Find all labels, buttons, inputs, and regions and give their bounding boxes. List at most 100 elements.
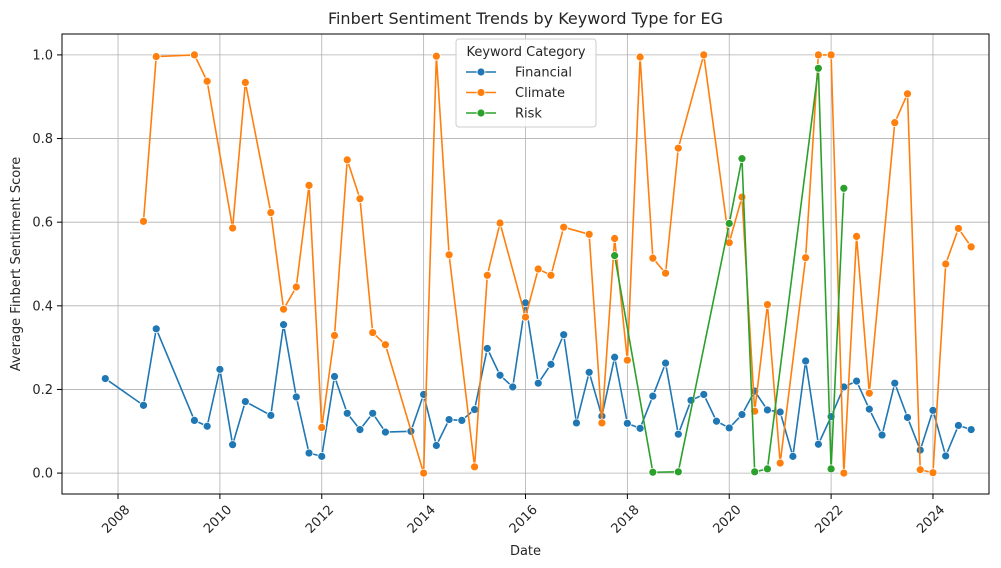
financial-point bbox=[202, 421, 212, 431]
climate-point bbox=[622, 355, 632, 365]
risk-point bbox=[724, 219, 734, 228]
climate-point bbox=[763, 300, 772, 309]
climate-point bbox=[597, 418, 607, 428]
y-axis-title: Average Finbert Sentiment Score bbox=[9, 157, 24, 371]
legend-swatch-marker bbox=[476, 108, 486, 118]
financial-point bbox=[648, 391, 658, 401]
climate-point bbox=[852, 231, 861, 241]
climate-point bbox=[240, 78, 250, 87]
climate-point bbox=[330, 331, 339, 340]
climate-point bbox=[266, 208, 276, 217]
financial-point bbox=[572, 418, 581, 428]
climate-point bbox=[661, 268, 670, 278]
legend-swatch-marker bbox=[476, 67, 486, 77]
financial-point bbox=[584, 367, 594, 377]
financial-point bbox=[495, 370, 505, 380]
financial-point bbox=[444, 415, 454, 424]
legend-entry-financial: Financial bbox=[466, 66, 572, 81]
legend-entry-risk: Risk bbox=[466, 107, 542, 122]
climate-point bbox=[470, 462, 479, 472]
financial-point bbox=[877, 430, 887, 440]
climate-point bbox=[801, 253, 811, 263]
y-tick-label: 0.6 bbox=[32, 216, 53, 231]
climate-point bbox=[954, 224, 963, 233]
climate-point bbox=[610, 234, 620, 243]
chart-title: Finbert Sentiment Trends by Keyword Type… bbox=[328, 9, 723, 28]
legend-label: Risk bbox=[515, 107, 542, 122]
financial-point bbox=[775, 407, 785, 417]
legend-title: Keyword Category bbox=[466, 45, 585, 60]
financial-point bbox=[661, 358, 670, 368]
risk-point bbox=[813, 63, 823, 73]
climate-point bbox=[482, 270, 492, 280]
financial-point bbox=[673, 429, 683, 439]
financial-point bbox=[903, 413, 912, 422]
climate-point bbox=[915, 465, 925, 475]
climate-point bbox=[928, 468, 938, 478]
climate-point bbox=[355, 194, 365, 204]
risk-point bbox=[673, 467, 683, 477]
climate-point bbox=[699, 50, 709, 60]
financial-point bbox=[355, 425, 365, 435]
series-lines bbox=[100, 50, 976, 478]
climate-point bbox=[635, 52, 645, 62]
y-tick-label: 0.8 bbox=[32, 132, 53, 147]
climate-point bbox=[151, 52, 161, 61]
financial-point bbox=[928, 405, 938, 415]
risk-point bbox=[648, 467, 658, 477]
climate-point bbox=[495, 218, 505, 228]
climate-point bbox=[381, 340, 390, 350]
climate-point bbox=[190, 50, 199, 60]
financial-point bbox=[151, 324, 161, 334]
climate-point bbox=[813, 50, 823, 60]
financial-point bbox=[610, 352, 620, 362]
financial-point bbox=[304, 448, 314, 458]
financial-point bbox=[635, 423, 645, 433]
financial-point bbox=[890, 378, 900, 388]
financial-point bbox=[966, 425, 976, 435]
financial-point bbox=[100, 374, 110, 383]
climate-point bbox=[648, 253, 658, 263]
legend-box bbox=[455, 38, 597, 128]
financial-point bbox=[763, 405, 772, 415]
financial-point bbox=[546, 359, 556, 369]
climate-point bbox=[291, 282, 301, 292]
series-financial bbox=[100, 298, 976, 461]
financial-point bbox=[228, 440, 238, 450]
y-tick-label: 0.0 bbox=[32, 467, 53, 482]
risk-point bbox=[826, 464, 836, 474]
climate-point bbox=[546, 270, 556, 280]
climate-point bbox=[304, 180, 314, 190]
risk-point bbox=[610, 251, 620, 261]
climate-point bbox=[559, 222, 569, 232]
financial-point bbox=[737, 410, 747, 419]
climate-point bbox=[941, 259, 951, 269]
financial-point bbox=[699, 390, 709, 399]
climate-point bbox=[903, 89, 912, 99]
climate-point bbox=[826, 50, 836, 60]
climate-point bbox=[864, 388, 874, 398]
series-climate bbox=[139, 50, 976, 478]
legend-label: Climate bbox=[515, 86, 565, 101]
climate-point bbox=[202, 76, 212, 86]
climate-point bbox=[228, 223, 238, 233]
risk-point bbox=[737, 154, 747, 164]
financial-point bbox=[941, 451, 951, 461]
financial-point bbox=[457, 415, 467, 425]
financial-point bbox=[559, 330, 569, 340]
y-tick-label: 0.2 bbox=[32, 383, 53, 398]
financial-point bbox=[813, 439, 823, 449]
climate-point bbox=[419, 468, 429, 478]
series-risk bbox=[610, 63, 849, 477]
financial-point bbox=[190, 415, 199, 425]
financial-point bbox=[342, 408, 352, 418]
climate-point bbox=[533, 264, 543, 274]
financial-point bbox=[266, 410, 276, 420]
climate-point bbox=[584, 229, 594, 239]
financial-point bbox=[724, 423, 734, 433]
risk-point bbox=[763, 464, 772, 474]
financial-point bbox=[215, 364, 225, 374]
risk-point bbox=[750, 467, 760, 477]
climate-point bbox=[673, 143, 683, 153]
